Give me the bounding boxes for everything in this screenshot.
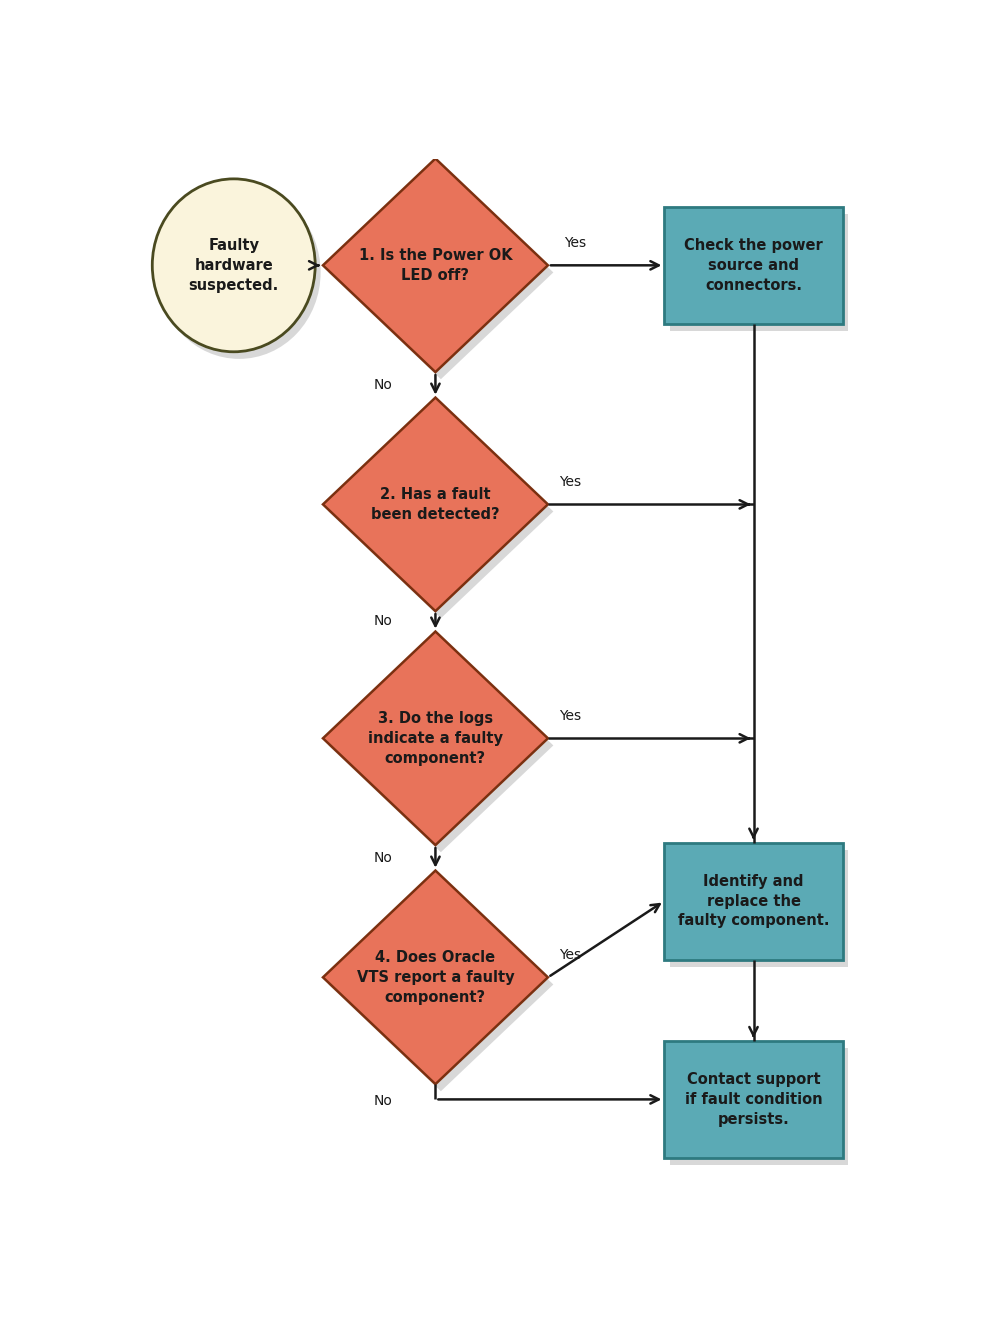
Text: Faulty
hardware
suspected.: Faulty hardware suspected. [188,238,279,293]
Text: Check the power
source and
connectors.: Check the power source and connectors. [684,238,823,293]
Text: No: No [374,1094,392,1108]
Text: 1. Is the Power OK
LED off?: 1. Is the Power OK LED off? [358,248,513,283]
Polygon shape [328,877,554,1091]
Text: 2. Has a fault
been detected?: 2. Has a fault been detected? [371,487,499,522]
FancyBboxPatch shape [665,843,843,959]
Text: No: No [374,851,392,865]
Polygon shape [323,871,548,1085]
Text: No: No [374,378,392,392]
Polygon shape [323,398,548,612]
Text: Yes: Yes [560,709,582,723]
FancyBboxPatch shape [670,214,848,332]
Polygon shape [323,631,548,845]
Text: No: No [374,614,392,629]
Text: 3. Do the logs
indicate a faulty
component?: 3. Do the logs indicate a faulty compone… [368,711,503,766]
Text: Identify and
replace the
faulty component.: Identify and replace the faulty componen… [678,873,829,929]
FancyBboxPatch shape [665,207,843,324]
Ellipse shape [158,186,320,359]
Text: Yes: Yes [560,948,582,962]
Ellipse shape [152,178,315,351]
Polygon shape [328,404,554,618]
Text: Yes: Yes [560,476,582,489]
Polygon shape [328,165,554,379]
Polygon shape [328,638,554,852]
FancyBboxPatch shape [670,849,848,967]
Text: Yes: Yes [564,236,587,250]
FancyBboxPatch shape [665,1041,843,1159]
Polygon shape [323,159,548,373]
FancyBboxPatch shape [670,1048,848,1165]
Text: 4. Does Oracle
VTS report a faulty
component?: 4. Does Oracle VTS report a faulty compo… [356,950,515,1005]
Text: Contact support
if fault condition
persists.: Contact support if fault condition persi… [685,1073,822,1127]
